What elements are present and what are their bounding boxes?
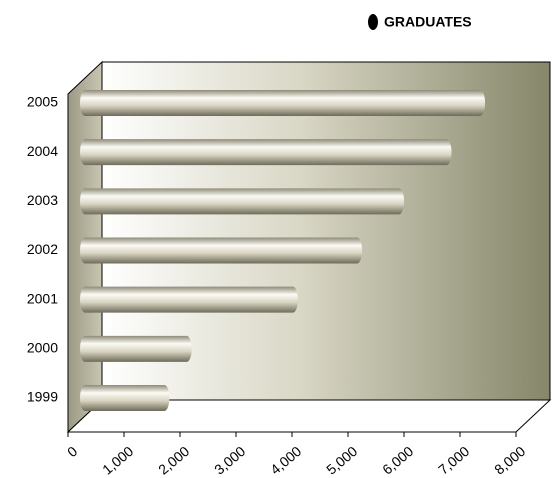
x-tick-label: 0	[64, 443, 80, 460]
legend-swatch	[368, 14, 378, 30]
x-tick-label: 6,000	[379, 443, 416, 478]
x-tick-label: 2,000	[155, 443, 192, 478]
y-tick-label: 1999	[27, 389, 58, 405]
x-tick-label: 1,000	[99, 443, 136, 478]
y-tick-label: 2005	[27, 94, 58, 110]
bar	[80, 90, 486, 116]
x-tick-label: 8,000	[491, 443, 528, 478]
y-tick-label: 2000	[27, 340, 58, 356]
bar	[80, 385, 170, 411]
x-tick-label: 7,000	[435, 443, 472, 478]
x-tick-label: 3,000	[211, 443, 248, 478]
y-tick-label: 2003	[27, 192, 58, 208]
x-tick-label: 4,000	[267, 443, 304, 478]
bar	[80, 237, 363, 264]
y-tick-label: 2002	[27, 241, 58, 257]
bar	[80, 188, 405, 215]
y-tick-label: 2001	[27, 290, 58, 306]
bar	[80, 286, 298, 313]
y-tick-label: 2004	[27, 143, 58, 159]
bar	[80, 139, 452, 166]
x-tick-label: 5,000	[323, 443, 360, 478]
legend-label: GRADUATES	[384, 14, 472, 30]
bar	[80, 335, 192, 362]
